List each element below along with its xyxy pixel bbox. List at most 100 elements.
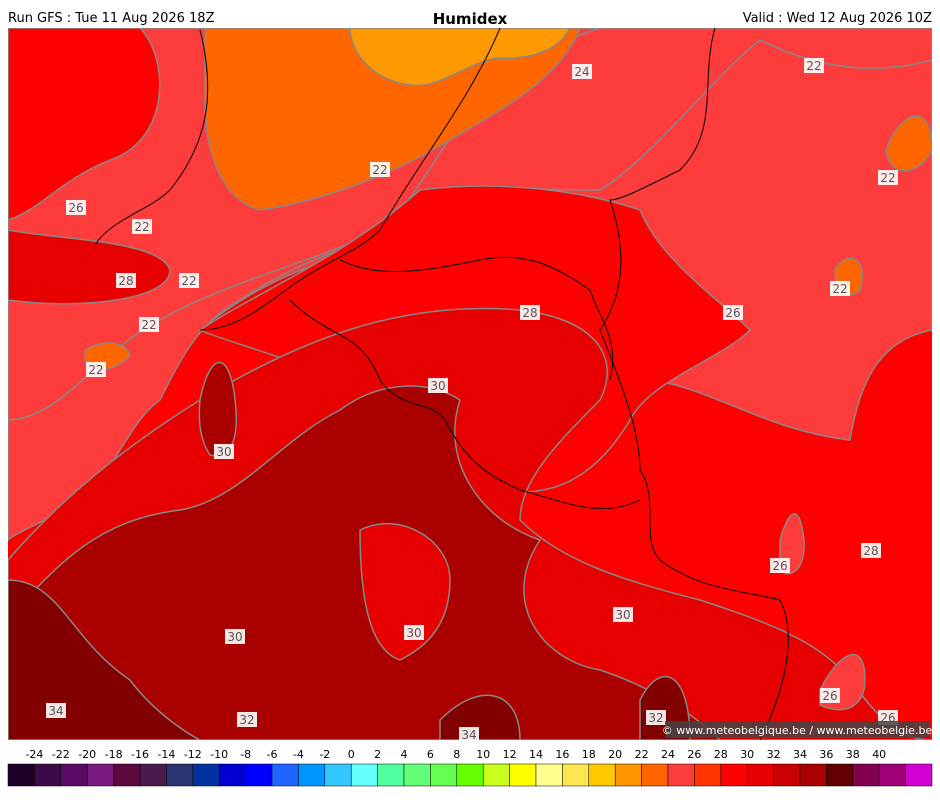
colorbar-tick-label: -4	[293, 748, 304, 761]
colorbar-swatch	[905, 763, 933, 787]
valid-label: Valid : Wed 12 Aug 2026 10Z	[743, 11, 932, 26]
contour-label: 30	[406, 626, 421, 640]
contour-label: 28	[118, 274, 133, 288]
colorbar-tick-label: 8	[453, 748, 460, 761]
colorbar-swatch	[271, 763, 299, 787]
colorbar-swatch	[218, 763, 246, 787]
contour-label-box	[86, 362, 106, 377]
colorbar-swatch	[456, 763, 484, 787]
colorbar-tick-label: -2	[319, 748, 330, 761]
colorbar-swatch	[324, 763, 352, 787]
contour-label-box	[830, 281, 850, 296]
colorbar-swatch	[746, 763, 774, 787]
colorbar-tick-label: 40	[872, 748, 886, 761]
colorbar-tick-label: -16	[131, 748, 149, 761]
colorbar-swatch	[34, 763, 62, 787]
colorbar-swatch	[588, 763, 616, 787]
contour-label: 22	[181, 274, 196, 288]
contour-label: 22	[372, 163, 387, 177]
contour-label: 30	[615, 608, 630, 622]
contour-label-box	[214, 444, 234, 459]
contour-label: 22	[880, 171, 895, 185]
colorbar-tick-label: -24	[25, 748, 43, 761]
colorbar-swatch	[377, 763, 405, 787]
colorbar-tick-label: -14	[157, 748, 175, 761]
colorbar-swatch	[878, 763, 906, 787]
colorbar-swatch	[773, 763, 801, 787]
contour-label: 22	[88, 363, 103, 377]
contour-label-box	[139, 317, 159, 332]
colorbar-tick-label: 34	[793, 748, 807, 761]
colorbar-tick-label: -6	[267, 748, 278, 761]
colorbar-tick-label: 28	[714, 748, 728, 761]
contour-label: 32	[648, 711, 663, 725]
contour-label-box	[225, 629, 245, 644]
contour-label: 30	[216, 445, 231, 459]
contour-label-box	[46, 703, 66, 718]
contour-label: 26	[772, 559, 787, 573]
contour-label-box	[404, 625, 424, 640]
contour-label-box	[878, 170, 898, 185]
colorbar-swatch	[7, 763, 35, 787]
contour-label-box	[804, 58, 824, 73]
colorbar-swatch	[166, 763, 194, 787]
contour-label: 28	[863, 544, 878, 558]
contour-label-box	[520, 305, 540, 320]
colorbar-swatch	[826, 763, 854, 787]
colorbar-tick-label: 38	[846, 748, 860, 761]
colorbar-tick-label: -10	[210, 748, 228, 761]
colorbar-tick-label: 24	[661, 748, 675, 761]
colorbar-tick-label: 26	[687, 748, 701, 761]
contour-label-box	[572, 64, 592, 79]
colorbar-swatch	[245, 763, 273, 787]
colorbar-swatch	[720, 763, 748, 787]
colorbar-swatch	[799, 763, 827, 787]
contour-label-box	[428, 378, 448, 393]
colorbar-tick-label: 10	[476, 748, 490, 761]
contour-label-box	[370, 162, 390, 177]
colorbar-tick-label: 6	[427, 748, 434, 761]
contour-label-box	[237, 712, 257, 727]
contour-label: 22	[832, 282, 847, 296]
contour-label-box	[861, 543, 881, 558]
contour-label-box	[179, 273, 199, 288]
contour-label: 34	[48, 704, 63, 718]
contour-label: 22	[134, 220, 149, 234]
run-label: Run GFS : Tue 11 Aug 2026 18Z	[8, 11, 215, 26]
colorbar-tick-label: 32	[767, 748, 781, 761]
map-title: Humidex	[433, 10, 508, 28]
colorbar-swatch	[852, 763, 880, 787]
credit-box	[665, 721, 930, 738]
contour-label: 22	[806, 59, 821, 73]
colorbar: -24 -22 -20 -18 -16 -14 -12 -10 -8 -6 -4 -2 0 2 4 6 8 10 1…	[7, 748, 933, 787]
contour-label: 28	[522, 306, 537, 320]
contour-label: 34	[461, 728, 476, 742]
colorbar-swatch	[113, 763, 141, 787]
colorbar-tick-label: -22	[52, 748, 70, 761]
colorbar-swatch	[430, 763, 458, 787]
colorbar-swatch	[350, 763, 378, 787]
colorbar-swatch	[614, 763, 642, 787]
colorbar-tick-label: 36	[819, 748, 833, 761]
colorbar-swatch	[509, 763, 537, 787]
colorbar-swatch	[192, 763, 220, 787]
colorbar-swatch	[139, 763, 167, 787]
colorbar-swatch	[694, 763, 722, 787]
contour-label-box	[723, 305, 743, 320]
contour-label-box	[132, 219, 152, 234]
contour-label-box	[66, 200, 86, 215]
contour-label: 26	[822, 689, 837, 703]
map	[8, 28, 932, 740]
contour-label-box	[613, 607, 633, 622]
contour-label: 26	[725, 306, 740, 320]
contour-label: 26	[68, 201, 83, 215]
contour-label: 22	[141, 318, 156, 332]
colorbar-swatch	[298, 763, 326, 787]
colorbar-tick-label: 2	[374, 748, 381, 761]
contour-label-box	[646, 710, 666, 725]
contour-label: 32	[239, 713, 254, 727]
colorbar-tick-label: 30	[740, 748, 754, 761]
contour-label: 30	[430, 379, 445, 393]
